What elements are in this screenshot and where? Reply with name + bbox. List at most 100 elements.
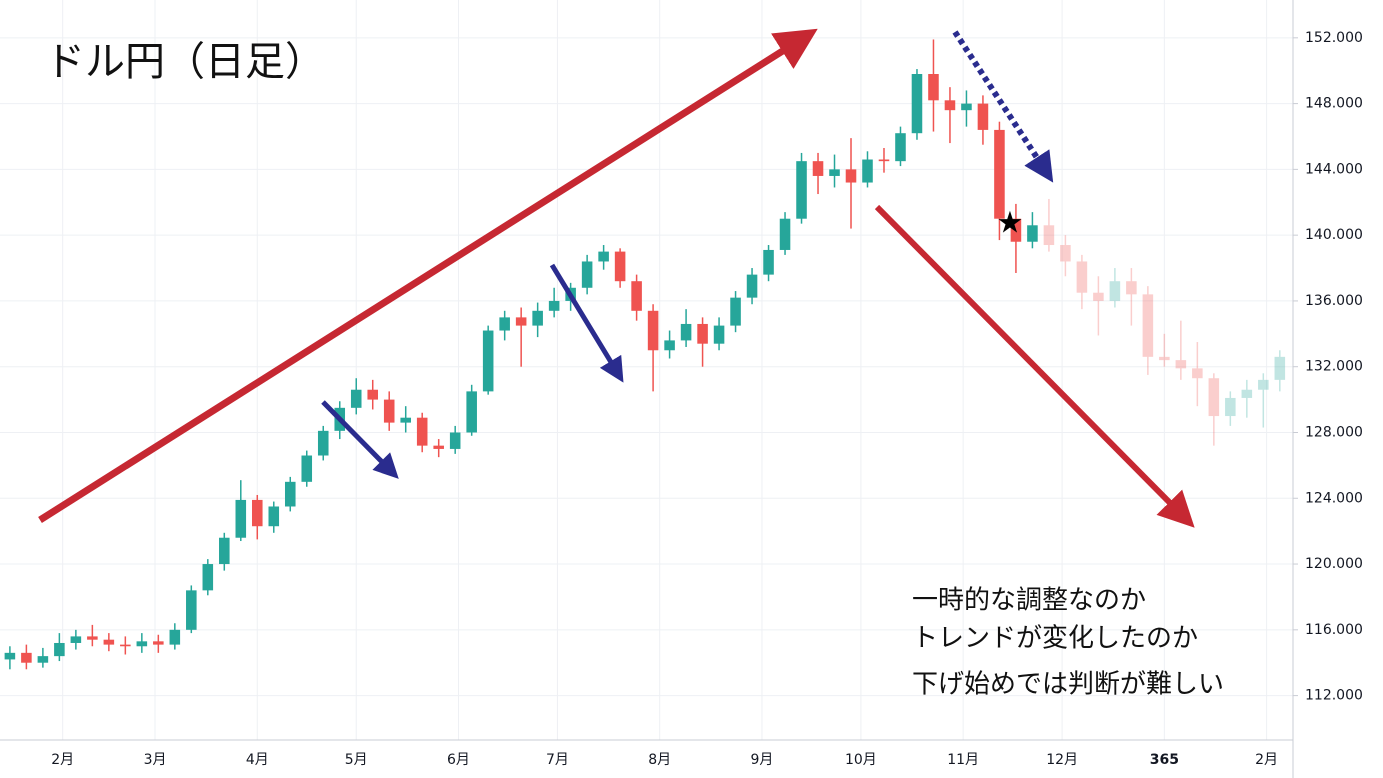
candle-body bbox=[994, 129, 1005, 219]
candle bbox=[928, 39, 939, 132]
candle bbox=[499, 310, 510, 341]
candle bbox=[1274, 350, 1286, 392]
candle-body bbox=[829, 169, 840, 176]
candle-body bbox=[1159, 356, 1170, 361]
candle-body bbox=[284, 481, 296, 507]
candle bbox=[449, 425, 461, 454]
candle bbox=[614, 248, 626, 288]
candle bbox=[515, 307, 527, 367]
candle bbox=[961, 90, 972, 127]
candle bbox=[1043, 198, 1055, 252]
candle-body bbox=[1043, 225, 1055, 246]
candle-body bbox=[862, 159, 873, 183]
candle bbox=[812, 152, 824, 195]
candle bbox=[581, 254, 593, 295]
candle bbox=[120, 636, 131, 655]
x-tick-label: 9月 bbox=[750, 752, 773, 768]
candle bbox=[169, 623, 181, 650]
candle bbox=[400, 406, 411, 433]
candle bbox=[1225, 391, 1236, 426]
candle-body bbox=[1076, 261, 1088, 293]
candle-body bbox=[268, 506, 280, 527]
candle bbox=[779, 212, 791, 255]
candle-body bbox=[449, 432, 461, 449]
candle-body bbox=[37, 656, 49, 663]
candle bbox=[796, 152, 807, 224]
candle bbox=[944, 87, 956, 144]
y-tick-label: 124.000 bbox=[1305, 490, 1363, 506]
candle bbox=[911, 69, 923, 140]
candle bbox=[763, 245, 774, 282]
candle bbox=[284, 476, 296, 512]
candle-body bbox=[1010, 218, 1022, 242]
candle-body bbox=[779, 218, 791, 250]
candle bbox=[845, 138, 857, 229]
candle-body bbox=[532, 310, 543, 326]
uptrend-arrow bbox=[38, 28, 818, 523]
candle bbox=[1159, 333, 1170, 367]
candle-body bbox=[186, 590, 197, 630]
candle bbox=[37, 647, 49, 668]
candle bbox=[87, 624, 98, 647]
x-tick-label: 12月 bbox=[1046, 752, 1078, 768]
candle bbox=[466, 384, 477, 436]
candle bbox=[317, 425, 329, 461]
candle-body bbox=[219, 537, 230, 565]
candle-body bbox=[1192, 368, 1203, 379]
candle-body bbox=[1027, 225, 1038, 242]
candle-body bbox=[1274, 356, 1286, 380]
candle-body bbox=[1142, 294, 1154, 357]
candle bbox=[730, 291, 741, 333]
candle bbox=[103, 633, 115, 652]
candle-body bbox=[680, 323, 692, 341]
candle bbox=[367, 379, 379, 410]
star: ★ bbox=[997, 206, 1024, 241]
candle-body bbox=[911, 74, 923, 134]
candle bbox=[598, 245, 609, 270]
candle bbox=[631, 274, 642, 321]
candle bbox=[482, 325, 494, 395]
candle-body bbox=[54, 642, 65, 657]
candle bbox=[1093, 276, 1104, 336]
candle bbox=[70, 629, 82, 650]
candle bbox=[268, 501, 280, 533]
candle bbox=[664, 330, 675, 359]
candle bbox=[1241, 379, 1253, 418]
candle-body bbox=[961, 103, 972, 111]
candle-body bbox=[383, 399, 395, 423]
candle bbox=[1258, 373, 1269, 428]
candle-body bbox=[614, 251, 626, 282]
candle bbox=[895, 126, 906, 167]
candle-body bbox=[977, 103, 989, 130]
candle bbox=[136, 633, 148, 653]
pullback-arrow bbox=[321, 400, 399, 479]
candle bbox=[301, 450, 313, 487]
candle-body bbox=[136, 641, 148, 647]
candle-body bbox=[153, 641, 164, 645]
candle-body bbox=[416, 417, 428, 446]
ticks: 112.000 116.000 120.000 124.000 128.000 132.0… bbox=[51, 30, 1363, 768]
candle-body bbox=[4, 652, 16, 660]
candle bbox=[1076, 254, 1088, 310]
dotted-arrow bbox=[952, 30, 1054, 183]
candle-body bbox=[87, 636, 98, 640]
x-tick-label: 7月 bbox=[546, 752, 569, 768]
candle-body bbox=[202, 564, 214, 591]
candle-body bbox=[664, 340, 675, 351]
candle bbox=[1208, 373, 1220, 446]
candle-body bbox=[1126, 281, 1137, 295]
candle-body bbox=[1060, 245, 1071, 262]
candle bbox=[829, 154, 840, 188]
candles bbox=[4, 39, 1286, 670]
candle-body bbox=[631, 281, 642, 311]
candle-body bbox=[169, 629, 181, 645]
grid bbox=[0, 0, 1293, 740]
candle bbox=[1010, 203, 1022, 273]
x-tick-label: 2月 bbox=[51, 752, 74, 768]
candle-body bbox=[252, 499, 263, 527]
candle-body bbox=[515, 317, 527, 326]
candle bbox=[202, 559, 214, 596]
x-tick-label: 365 bbox=[1150, 752, 1179, 768]
candle bbox=[350, 378, 362, 415]
